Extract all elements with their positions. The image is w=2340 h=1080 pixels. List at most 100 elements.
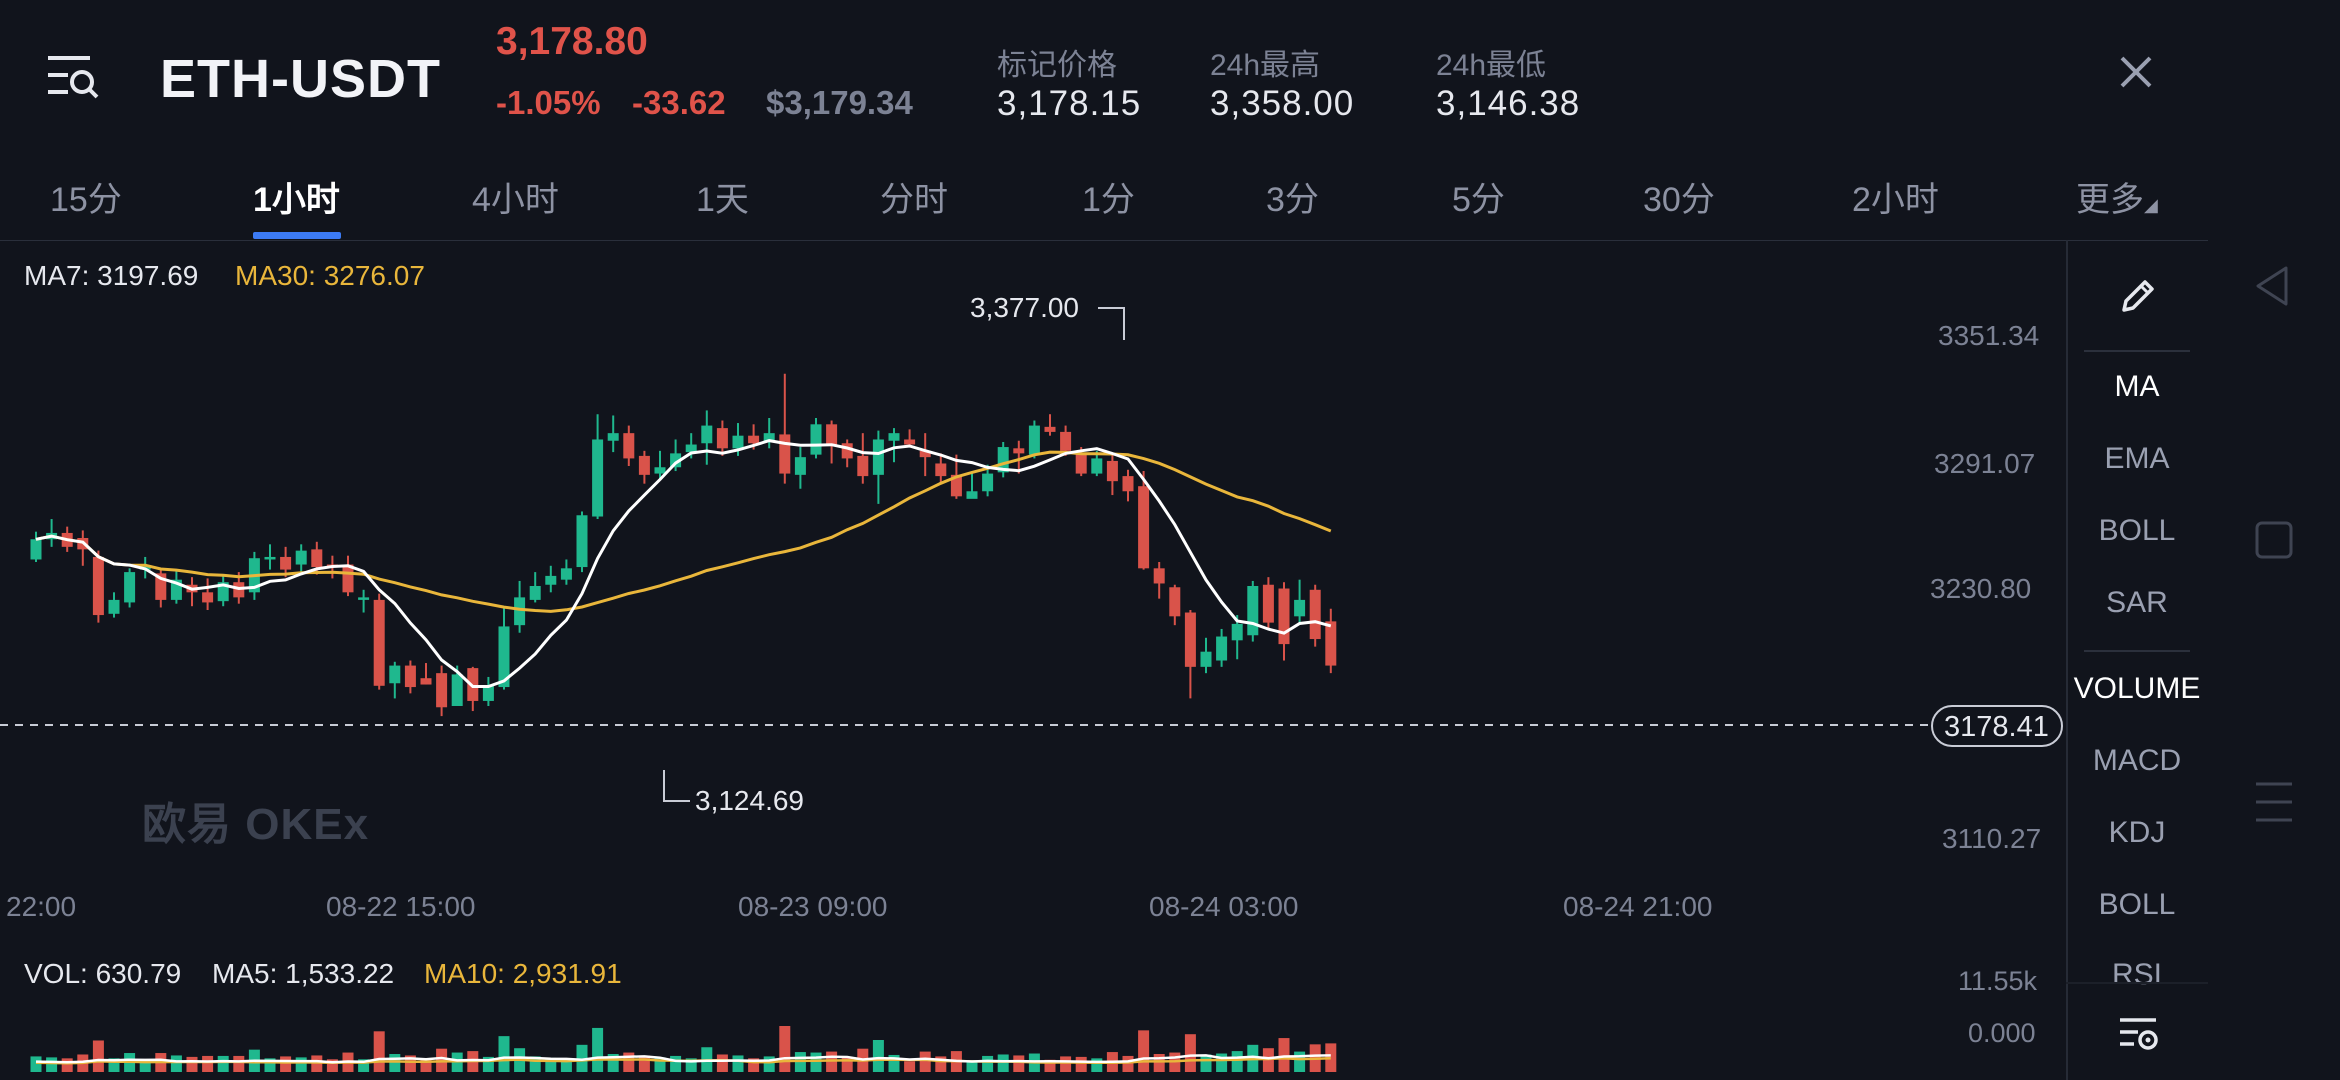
- volume-bar: [1153, 1054, 1165, 1072]
- candle-body: [1138, 486, 1150, 569]
- indicator-sar[interactable]: SAR: [2106, 586, 2168, 619]
- high-annotation-leader: [1098, 307, 1125, 340]
- candle-body: [654, 467, 666, 474]
- candle-body: [982, 473, 994, 492]
- volume-bar: [716, 1054, 728, 1072]
- price-axis-label: 3110.27: [1942, 823, 2041, 854]
- volume-bar: [1231, 1051, 1243, 1072]
- low-annotation-leader: [663, 770, 690, 802]
- menu-search-icon[interactable]: [44, 50, 104, 110]
- candle-body: [716, 428, 728, 449]
- volume-bar: [576, 1044, 588, 1072]
- tab-timeshare[interactable]: 分时: [880, 181, 948, 219]
- volume-bar: [61, 1058, 73, 1072]
- candle-body: [623, 433, 635, 459]
- candle-body: [888, 433, 900, 441]
- candle-body: [498, 626, 510, 688]
- ma7-line: [35, 439, 1332, 688]
- volume-bars-group: [30, 1026, 1337, 1072]
- volume-bar: [841, 1057, 853, 1072]
- candle-body: [1075, 453, 1087, 474]
- volume-bar: [420, 1059, 432, 1072]
- vol-ma5-line: [35, 1054, 1331, 1064]
- candlestick-chart[interactable]: MA7: 3197.69 MA30: 3276.07 3351.34 3291.…: [0, 240, 2066, 1080]
- candle-body: [576, 515, 588, 568]
- indicator-ema[interactable]: EMA: [2104, 442, 2170, 475]
- volume-bar: [1013, 1055, 1025, 1072]
- time-axis-label: 08-24 21:00: [1563, 891, 1712, 922]
- candle-body: [810, 424, 822, 455]
- tabs-divider: [0, 240, 2208, 241]
- usd-price: $3,179.34: [766, 84, 913, 121]
- tab-30m[interactable]: 30分: [1643, 181, 1715, 219]
- volume-bar: [654, 1057, 666, 1072]
- volume-bar: [1216, 1053, 1228, 1072]
- candle-body: [1184, 612, 1196, 667]
- candle-body: [638, 455, 650, 475]
- volume-bar: [170, 1055, 182, 1072]
- volume-bar: [982, 1055, 994, 1072]
- indicator-kdj[interactable]: KDJ: [2108, 816, 2166, 849]
- volume-bar: [1060, 1056, 1072, 1072]
- indicator-boll[interactable]: BOLL: [2098, 514, 2176, 547]
- candle-body: [482, 685, 494, 701]
- volume-bar: [826, 1051, 838, 1072]
- candle-body: [358, 597, 370, 600]
- candle-body: [748, 435, 760, 444]
- candle-body: [1122, 476, 1134, 492]
- low-annotation: 3,124.69: [695, 785, 804, 816]
- tab-2h[interactable]: 2小时: [1852, 181, 1939, 219]
- candle-body: [311, 549, 323, 568]
- nav-back-icon[interactable]: [2248, 262, 2296, 315]
- nav-menu-icon[interactable]: [2254, 780, 2294, 829]
- volume-bar: [1278, 1038, 1290, 1072]
- candle-body: [1325, 621, 1337, 666]
- time-axis-label: 08-23 09:00: [738, 891, 887, 922]
- candle-body: [545, 575, 557, 585]
- tab-1h[interactable]: 1小时: [253, 181, 340, 219]
- pair-title[interactable]: ETH-USDT: [160, 49, 441, 109]
- tab-3m[interactable]: 3分: [1266, 181, 1319, 219]
- tab-4h[interactable]: 4小时: [472, 181, 559, 219]
- indicator-settings-icon[interactable]: [2116, 1012, 2160, 1061]
- volume-bar: [1294, 1051, 1306, 1072]
- candle-body: [217, 582, 229, 602]
- volume-bar: [685, 1058, 697, 1072]
- candle-body: [1247, 586, 1259, 636]
- indicator-boll-sub[interactable]: BOLL: [2098, 888, 2176, 921]
- indicator-macd[interactable]: MACD: [2092, 744, 2182, 777]
- candle-body: [560, 568, 572, 580]
- candle-body: [670, 453, 682, 468]
- draw-pencil-icon[interactable]: [2116, 274, 2160, 323]
- tool-divider: [2084, 350, 2190, 352]
- close-icon[interactable]: [2108, 44, 2164, 100]
- volume-bar: [872, 1040, 884, 1072]
- current-price-tag: [1931, 705, 2063, 747]
- volume-bar: [904, 1061, 916, 1072]
- tab-1d[interactable]: 1天: [696, 181, 749, 219]
- indicator-rsi-clip: RSI: [2066, 958, 2208, 986]
- indicator-ma[interactable]: MA: [2114, 370, 2160, 403]
- candle-body: [170, 579, 182, 600]
- volume-bar: [748, 1058, 760, 1072]
- candle-body: [124, 572, 136, 603]
- volume-bar: [1184, 1034, 1196, 1072]
- nav-home-icon[interactable]: [2254, 520, 2294, 565]
- tab-1m[interactable]: 1分: [1082, 181, 1135, 219]
- candle-body: [685, 444, 697, 453]
- candle-body: [155, 573, 167, 600]
- tab-5m[interactable]: 5分: [1452, 181, 1505, 219]
- tab-more[interactable]: 更多◢: [2076, 172, 2158, 221]
- indicator-volume[interactable]: VOLUME: [2073, 672, 2201, 705]
- candle-body: [295, 550, 307, 565]
- volume-bar: [30, 1056, 42, 1072]
- candles-group: [30, 373, 1337, 717]
- candle-body: [202, 592, 214, 603]
- volume-bar: [1075, 1056, 1087, 1072]
- volume-bar: [264, 1058, 276, 1072]
- tab-15m[interactable]: 15分: [50, 181, 122, 219]
- candle-body: [373, 599, 385, 686]
- candle-body: [1060, 431, 1072, 451]
- candle-body: [280, 556, 292, 570]
- indicator-rsi[interactable]: RSI: [2111, 958, 2162, 986]
